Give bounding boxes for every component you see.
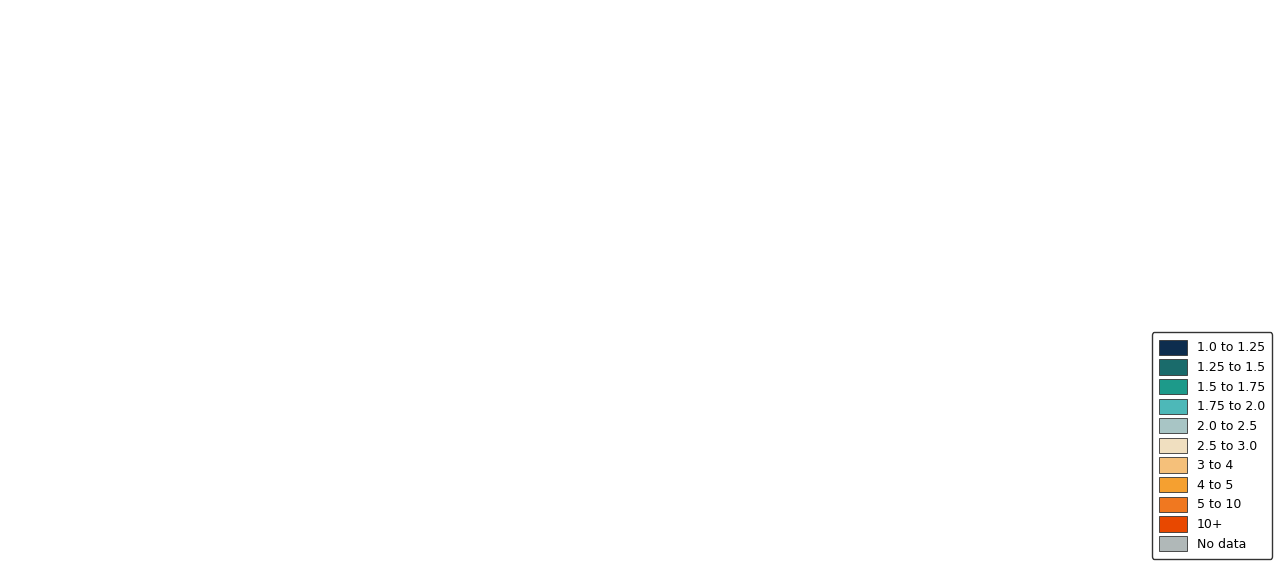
- Legend: 1.0 to 1.25, 1.25 to 1.5, 1.5 to 1.75, 1.75 to 2.0, 2.0 to 2.5, 2.5 to 3.0, 3 to: 1.0 to 1.25, 1.25 to 1.5, 1.5 to 1.75, 1…: [1152, 332, 1272, 559]
